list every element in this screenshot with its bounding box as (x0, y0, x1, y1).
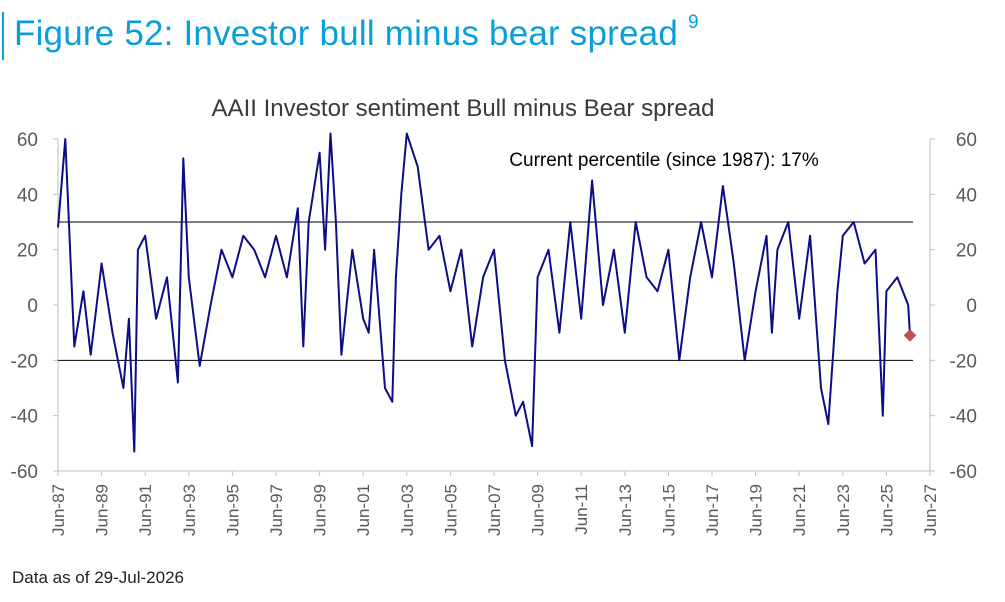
y-tick-label-right: -40 (950, 407, 977, 428)
chart-series (57, 132, 917, 453)
y-tick-label-left: 20 (17, 241, 38, 262)
x-tick-label: Jun-11 (572, 484, 591, 535)
y-tick-label-left: 0 (27, 296, 38, 317)
y-tick-label-right: 20 (956, 241, 977, 262)
x-tick-label: Jun-23 (834, 484, 853, 536)
x-tick-label: Jun-13 (616, 484, 635, 536)
y-tick-label-left: 60 (17, 130, 38, 151)
y-tick-label-left: -60 (11, 462, 38, 483)
x-tick-label: Jun-91 (136, 484, 155, 536)
x-tick-label: Jun-17 (703, 484, 722, 536)
y-tick-label-right: -20 (950, 351, 977, 372)
chart-axes (57, 139, 931, 472)
x-axis-ticks: Jun-87 Jun-89 Jun-91 Jun-93 Jun-95 Jun-97 Jun-… (49, 471, 940, 536)
x-tick-label: Jun-97 (267, 484, 286, 536)
x-tick-label: Jun-87 (49, 484, 68, 536)
y-tick-label-left: -40 (11, 407, 38, 428)
y-tick-label-right: 40 (956, 185, 977, 206)
data-date-footnote: Data as of 29-Jul-2026 (12, 568, 184, 587)
figure-footnote-marker: 9 (687, 12, 699, 34)
chart-annotation: Current percentile (since 1987): 17% (509, 150, 819, 171)
chart-title: AAII Investor sentiment Bull minus Bear … (212, 95, 715, 122)
x-tick-label: Jun-19 (747, 484, 766, 536)
x-tick-label: Jun-25 (877, 484, 896, 536)
sentiment-chart: AAII Investor sentiment Bull minus Bear … (11, 95, 977, 536)
x-tick-label: Jun-21 (790, 484, 809, 536)
y-tick-label-left: 40 (17, 185, 38, 206)
y-tick-label-right: 60 (956, 130, 977, 151)
x-tick-label: Jun-03 (398, 484, 417, 536)
x-tick-label: Jun-89 (93, 484, 112, 536)
figure-header: Figure 52: Investor bull minus bear spre… (0, 0, 1005, 64)
header-accent-bar (2, 12, 4, 60)
bull-bear-spread-line (57, 132, 911, 453)
x-tick-label: Jun-99 (311, 484, 330, 536)
x-tick-label: Jun-15 (659, 484, 678, 536)
y-tick-label-right: 0 (966, 296, 977, 317)
current-value-marker (903, 329, 917, 342)
y-axis-ticks-left: -60 -40 -20 0 20 40 60 (11, 130, 58, 483)
y-tick-label-left: -20 (11, 351, 38, 372)
x-tick-label: Jun-05 (441, 484, 460, 536)
x-tick-label: Jun-27 (921, 484, 940, 536)
x-tick-label: Jun-93 (180, 484, 199, 536)
x-tick-label: Jun-95 (223, 484, 242, 536)
x-tick-label: Jun-09 (529, 484, 548, 536)
figure-title-text: Figure 52: Investor bull minus bear spre… (14, 14, 679, 53)
y-tick-label-right: -60 (950, 462, 977, 483)
figure-title: Figure 52: Investor bull minus bear spre… (14, 12, 699, 54)
x-tick-label: Jun-07 (485, 484, 504, 536)
x-tick-label: Jun-01 (354, 484, 373, 536)
y-axis-ticks-right: -60 -40 -20 0 20 40 60 (930, 130, 977, 483)
